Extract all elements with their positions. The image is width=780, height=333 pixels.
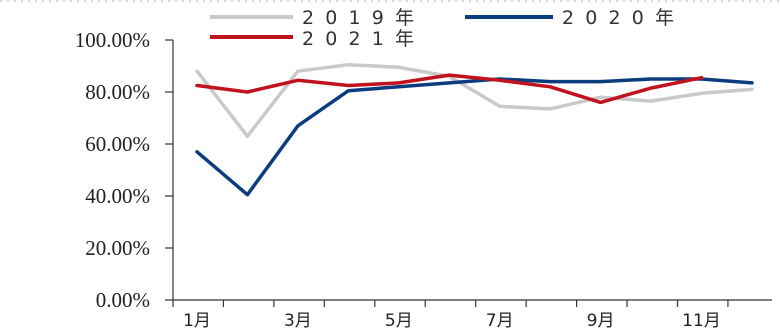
- y-tick-label: 0.00%: [96, 288, 150, 312]
- series-line-3: [195, 73, 704, 105]
- legend-label-2019: 2019年: [302, 7, 414, 29]
- y-tick-label: 100.00%: [75, 28, 150, 52]
- x-tick-label: 11月: [682, 311, 721, 331]
- x-tick-label: 7月: [486, 311, 514, 331]
- x-tick-label: 9月: [587, 311, 615, 331]
- series-line-2: [195, 77, 754, 197]
- y-tick-label: 20.00%: [85, 236, 150, 260]
- x-tick-label: 3月: [284, 311, 312, 331]
- x-tick-label: 5月: [385, 311, 413, 331]
- y-tick-label: 80.00%: [85, 80, 150, 104]
- legend-label-2021: 2021年: [302, 28, 414, 50]
- x-tick-label: 1月: [183, 311, 211, 331]
- series-line-1: [195, 62, 754, 138]
- series-layer: [195, 62, 754, 197]
- y-tick-label: 60.00%: [85, 132, 150, 156]
- y-tick-label: 40.00%: [85, 184, 150, 208]
- legend-label-2020: 2020年: [562, 7, 674, 29]
- axes: 0.00% 20.00% 40.00% 60.00% 80.00% 100.00% 1月 3月…: [75, 28, 772, 331]
- legend: 2019年 2020年 2021年: [210, 7, 674, 50]
